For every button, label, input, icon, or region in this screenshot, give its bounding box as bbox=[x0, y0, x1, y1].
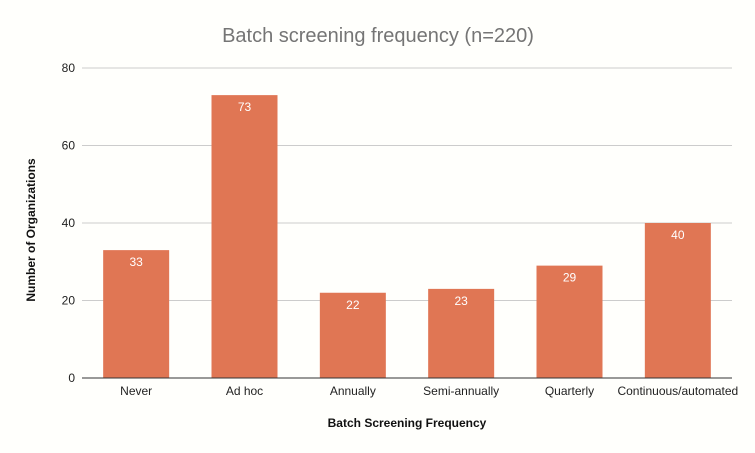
bar-value-label: 40 bbox=[671, 228, 685, 242]
bar-value-label: 73 bbox=[238, 100, 252, 114]
y-tick-label: 40 bbox=[62, 216, 76, 230]
bar bbox=[211, 95, 278, 378]
y-tick-label: 80 bbox=[62, 61, 76, 75]
bar-value-label: 33 bbox=[129, 255, 143, 269]
y-axis-ticks: 0 20 40 60 80 bbox=[62, 61, 76, 385]
bar bbox=[644, 223, 711, 378]
x-axis-ticks: Never Ad hoc Annually Semi-annually Quarterl… bbox=[120, 384, 738, 398]
bar-value-label: 22 bbox=[346, 298, 360, 312]
chart-title: Batch screening frequency (n=220) bbox=[222, 25, 534, 47]
x-tick-label: Semi-annually bbox=[423, 384, 499, 398]
bar bbox=[428, 288, 495, 378]
bar-value-label: 29 bbox=[563, 271, 577, 285]
bar bbox=[103, 250, 170, 378]
gridlines bbox=[82, 67, 732, 301]
x-tick-label: Annually bbox=[330, 384, 376, 398]
x-tick-label: Never bbox=[120, 384, 152, 398]
bars bbox=[103, 95, 711, 378]
x-tick-label: Quarterly bbox=[545, 384, 594, 398]
y-tick-label: 60 bbox=[62, 139, 76, 153]
bar bbox=[319, 292, 386, 378]
y-axis-title: Number of Organizations bbox=[24, 158, 38, 302]
y-tick-label: 20 bbox=[62, 294, 76, 308]
x-tick-label: Ad hoc bbox=[226, 384, 263, 398]
data-labels: 33 73 22 23 29 40 bbox=[129, 100, 684, 312]
bar-value-label: 23 bbox=[454, 294, 468, 308]
bar bbox=[536, 265, 603, 378]
x-tick-label: Continuous/automated bbox=[617, 384, 738, 398]
x-axis-title: Batch Screening Frequency bbox=[328, 416, 487, 430]
y-tick-label: 0 bbox=[68, 371, 75, 385]
